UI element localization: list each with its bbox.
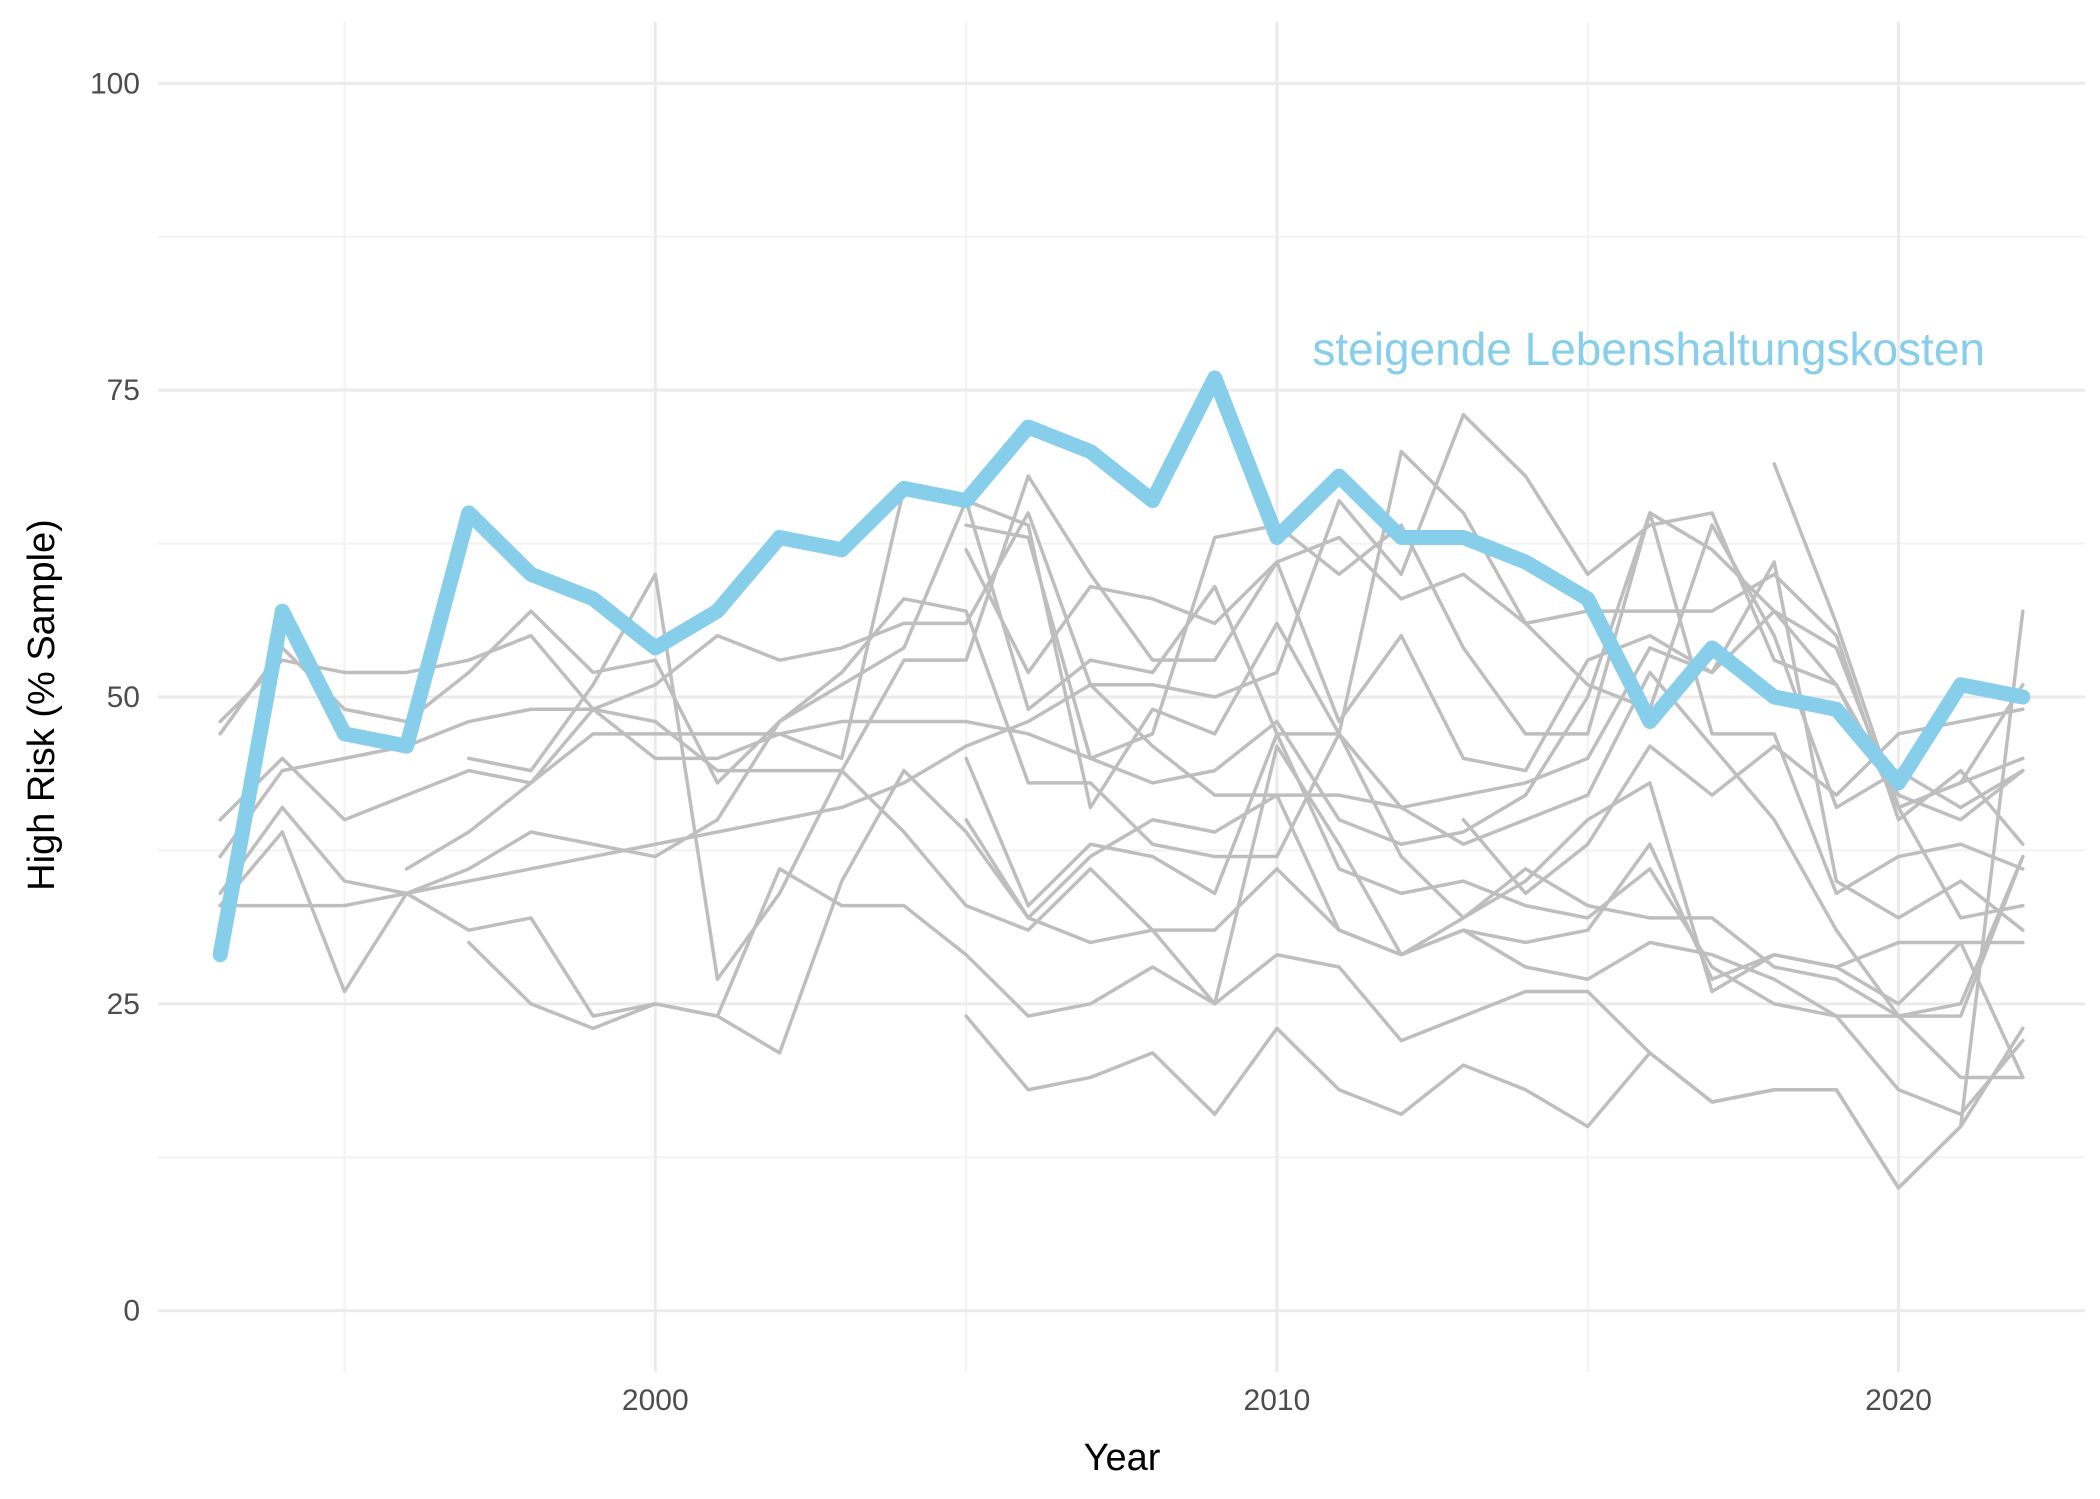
background-series-line-7: [218, 682, 2025, 1006]
background-series-line-6: [218, 744, 2025, 1080]
background-series-line-1: [218, 412, 2025, 822]
y-tick-label-25: 25: [107, 988, 140, 1021]
x-tick-label-2020: 2020: [1865, 1384, 1932, 1417]
y-tick-labels: 0 25 50 75 100: [90, 67, 140, 1327]
background-series-line-9: [467, 572, 2025, 1080]
minor-gridlines-y: [158, 235, 2085, 1159]
background-series-group: [218, 412, 2025, 1190]
background-series-line-3: [218, 474, 2025, 847]
highlight-series-label: steigende Lebenshaltungskosten: [1312, 323, 1985, 375]
background-series-line-13: [964, 609, 2025, 1190]
x-tick-label-2010: 2010: [1244, 1384, 1311, 1417]
background-series-line-17: [1772, 462, 2025, 810]
background-series-line-2: [218, 449, 2025, 810]
background-series-line-16: [1461, 707, 2025, 896]
background-series-line-11: [964, 732, 2025, 1117]
y-tick-label-0: 0: [123, 1295, 140, 1328]
highlight-series-line: [212, 370, 2031, 963]
background-series-line-4: [218, 486, 2025, 920]
x-axis-title: Year: [1084, 1437, 1161, 1479]
major-gridlines-x: [653, 22, 1901, 1372]
y-tick-label-75: 75: [107, 374, 140, 407]
y-tick-label-50: 50: [107, 681, 140, 714]
highlight-series-group: [212, 370, 2031, 963]
y-tick-label-100: 100: [90, 67, 140, 100]
x-tick-labels: 2000 2010 2020: [622, 1384, 1932, 1417]
x-tick-label-2000: 2000: [622, 1384, 689, 1417]
y-axis-title: High Risk (% Sample): [21, 519, 63, 891]
background-series-line-5: [218, 597, 2025, 1018]
background-series-line-8: [404, 511, 2025, 871]
background-series-line-15: [964, 547, 2025, 932]
background-series-line-12: [964, 670, 2025, 1018]
background-series-line-10: [467, 867, 2025, 1190]
